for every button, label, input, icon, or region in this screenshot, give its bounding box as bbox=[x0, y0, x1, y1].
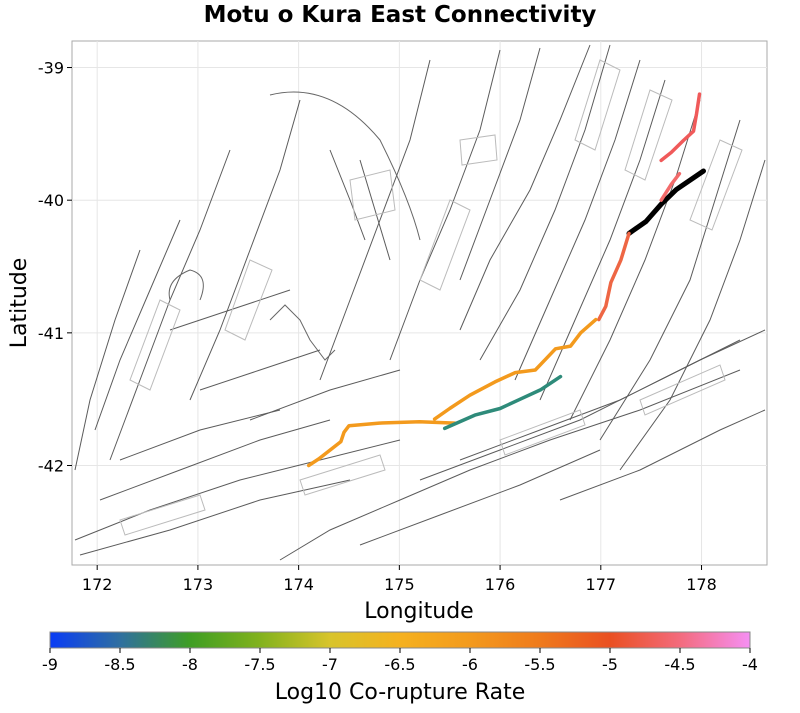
coastline bbox=[168, 91, 421, 361]
colorbar-tick-label: -9 bbox=[42, 655, 58, 674]
x-ticks: 172 173 174 175 176 177 178 bbox=[82, 565, 717, 594]
colorbar-tick-label: -7.5 bbox=[244, 655, 275, 674]
rupture-series-line bbox=[659, 171, 682, 202]
colorbar-tick-label: -6 bbox=[462, 655, 478, 674]
rupture-series-line bbox=[626, 168, 706, 236]
colorbar-tick-label: -5.5 bbox=[524, 655, 555, 674]
y-tick-label: -40 bbox=[38, 191, 64, 210]
colorbar-tick-label: -8 bbox=[182, 655, 198, 674]
x-tick-label: 172 bbox=[82, 575, 113, 594]
x-tick-label: 173 bbox=[183, 575, 214, 594]
x-axis-label: Longitude bbox=[364, 599, 473, 624]
rupture-series bbox=[306, 92, 706, 468]
plot-area bbox=[71, 40, 768, 566]
background-fault-traces bbox=[74, 44, 766, 561]
colorbar-tick-label: -7 bbox=[322, 655, 338, 674]
background-fault-patches bbox=[119, 59, 743, 536]
rupture-series-line bbox=[432, 317, 598, 421]
x-tick-label: 175 bbox=[384, 575, 415, 594]
y-ticks: -39 -40 -41 -42 bbox=[38, 59, 72, 476]
colorbar-tick-label: -5 bbox=[602, 655, 618, 674]
colorbar-tick-label: -8.5 bbox=[104, 655, 135, 674]
colorbar bbox=[49, 631, 751, 649]
y-tick-label: -39 bbox=[38, 59, 64, 78]
x-tick-label: 174 bbox=[283, 575, 314, 594]
x-tick-label: 177 bbox=[586, 575, 617, 594]
colorbar-label: Log10 Co-rupture Rate bbox=[275, 680, 526, 705]
colorbar-ticks: -9 -8.5 -8 -7.5 -7 -6.5 -6 -5.5 -5 -4.5 -4 bbox=[42, 648, 758, 674]
rupture-series-line bbox=[306, 419, 457, 468]
y-tick-label: -41 bbox=[38, 324, 64, 343]
colorbar-tick-label: -6.5 bbox=[384, 655, 415, 674]
x-tick-label: 178 bbox=[686, 575, 717, 594]
grid-layer bbox=[72, 41, 767, 565]
colorbar-tick-label: -4 bbox=[742, 655, 758, 674]
rupture-series-line bbox=[442, 374, 563, 431]
y-tick-label: -42 bbox=[38, 457, 64, 476]
x-tick-label: 176 bbox=[485, 575, 516, 594]
rupture-series-line bbox=[597, 231, 631, 322]
chart-title: Motu o Kura East Connectivity bbox=[204, 2, 597, 28]
rupture-series-line bbox=[659, 92, 702, 163]
colorbar-tick-label: -4.5 bbox=[664, 655, 695, 674]
y-axis-label: Latitude bbox=[7, 258, 32, 349]
